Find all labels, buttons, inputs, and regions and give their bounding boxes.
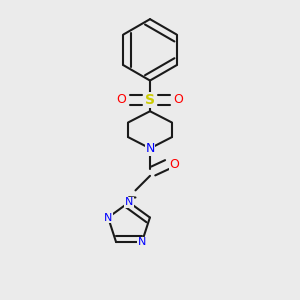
Text: O: O xyxy=(169,158,179,171)
Text: O: O xyxy=(173,93,183,106)
Text: O: O xyxy=(117,93,127,106)
Text: N: N xyxy=(145,142,155,155)
Text: N: N xyxy=(125,197,133,207)
Text: N: N xyxy=(104,212,112,223)
Text: N: N xyxy=(138,237,146,247)
Text: S: S xyxy=(145,93,155,107)
